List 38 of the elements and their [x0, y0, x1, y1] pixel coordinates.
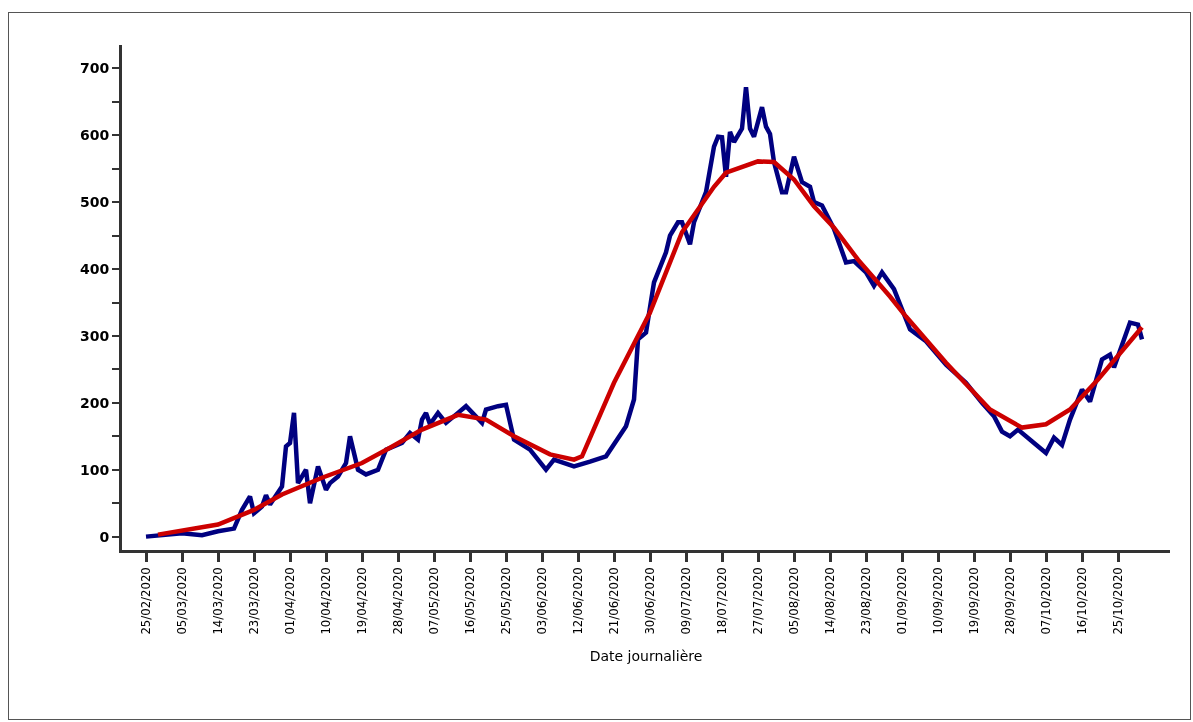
x-tick-label: 30/06/2020 — [642, 567, 658, 635]
x-tick-label: 01/09/2020 — [894, 567, 910, 635]
x-tick-label: 25/10/2020 — [1110, 567, 1126, 635]
x-tick-label: 01/04/2020 — [282, 567, 298, 635]
x-tick-label: 25/05/2020 — [498, 567, 514, 635]
y-tick-label: 100 — [79, 461, 110, 478]
x-tick-label: 16/05/2020 — [462, 567, 478, 635]
y-tick-label: 500 — [79, 194, 110, 211]
y-tick-label: 600 — [79, 127, 110, 144]
x-tick-label: 09/07/2020 — [678, 567, 694, 635]
x-tick-label: 14/08/2020 — [822, 567, 838, 635]
x-tick-label: 12/06/2020 — [570, 567, 586, 635]
x-tick-label: 21/06/2020 — [606, 567, 622, 635]
x-tick-label: 23/08/2020 — [858, 567, 874, 635]
x-axis-title: Date journalière — [589, 647, 703, 664]
x-tick-label: 07/05/2020 — [426, 567, 442, 635]
y-tick-label: 0 — [99, 528, 110, 545]
x-tick-label: 14/03/2020 — [210, 567, 226, 635]
x-tick-label: 18/07/2020 — [714, 567, 730, 635]
x-tick-label: 07/10/2020 — [1038, 567, 1054, 635]
line-series — [155, 159, 1145, 537]
x-tick-label: 10/04/2020 — [318, 567, 334, 635]
x-tick-label: 28/04/2020 — [390, 567, 406, 635]
x-tick-label: 19/04/2020 — [354, 567, 370, 635]
x-tick-label: 19/09/2020 — [966, 567, 982, 635]
x-tick-label: 10/09/2020 — [930, 567, 946, 635]
y-tick-label: 300 — [79, 327, 110, 344]
x-tick-label: 27/07/2020 — [750, 567, 766, 635]
x-tick-label: 25/02/2020 — [138, 567, 154, 635]
x-tick-label: 05/08/2020 — [786, 567, 802, 635]
x-tick-label: 28/09/2020 — [1002, 567, 1018, 635]
x-tick-label: 05/03/2020 — [174, 567, 190, 635]
y-tick-label: 400 — [79, 260, 110, 277]
y-tick-label: 700 — [79, 60, 110, 77]
x-tick-label: 16/10/2020 — [1074, 567, 1090, 635]
x-tick-label: 23/03/2020 — [246, 567, 262, 635]
y-tick-label: 200 — [79, 394, 110, 411]
x-tick-label: 03/06/2020 — [534, 567, 550, 635]
